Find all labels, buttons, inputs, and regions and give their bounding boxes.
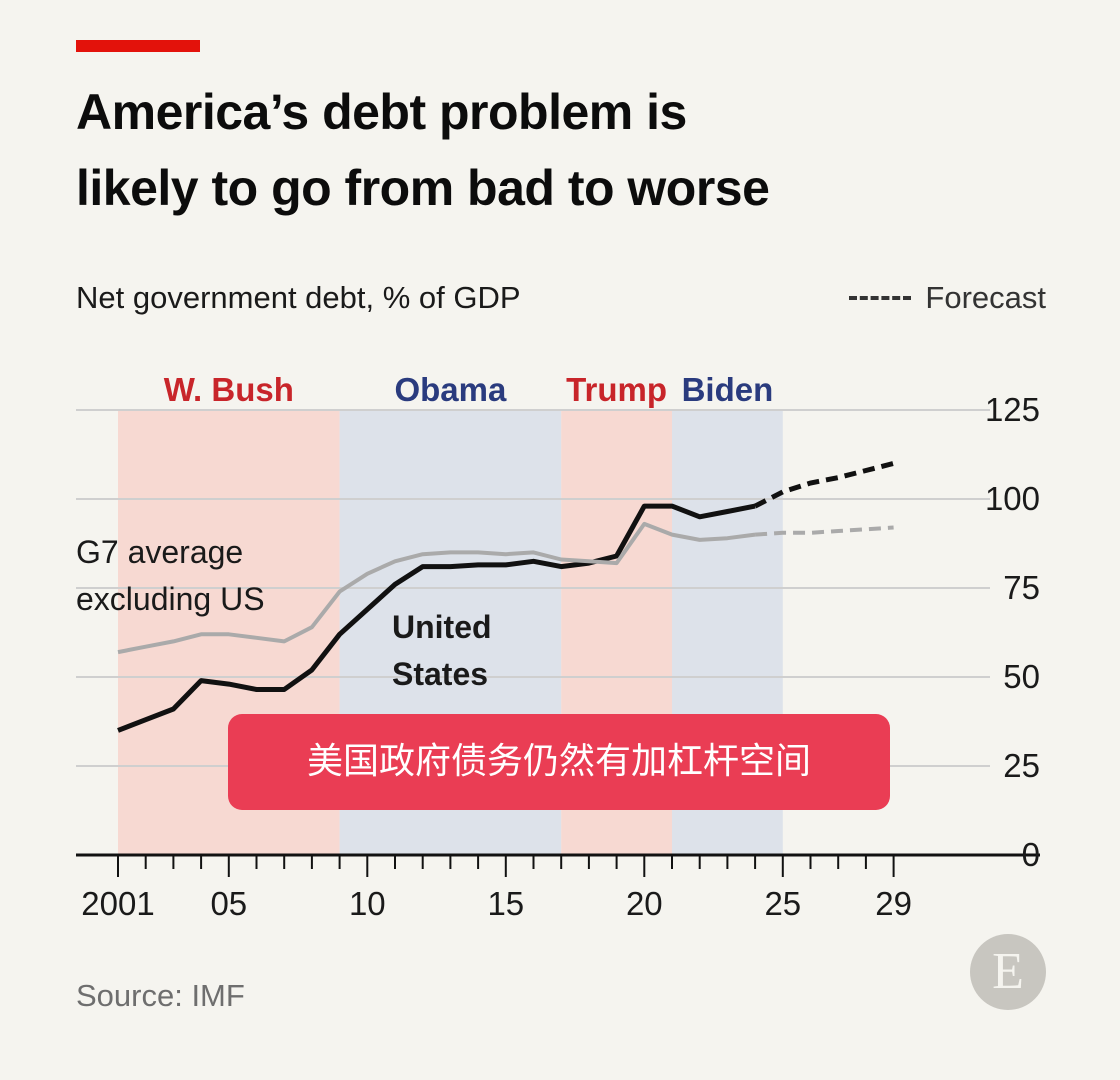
chart-subtitle: Net government debt, % of GDP bbox=[76, 280, 521, 315]
title-line-1: America’s debt problem is bbox=[76, 84, 687, 140]
period-label: Biden bbox=[682, 371, 774, 408]
economist-logo-icon: E bbox=[970, 934, 1046, 1010]
x-tick-label: 05 bbox=[210, 885, 247, 922]
legend-label: Forecast bbox=[925, 280, 1046, 315]
caption-overlay: 美国政府债务仍然有加杠杆空间 bbox=[228, 714, 890, 810]
period-label: W. Bush bbox=[164, 371, 294, 408]
y-tick-label: 125 bbox=[985, 391, 1040, 428]
period-label: Trump bbox=[566, 371, 667, 408]
us-series-label: States bbox=[392, 656, 488, 692]
g7-forecast-line bbox=[754, 525, 894, 537]
source-note: Source: IMF bbox=[76, 978, 245, 1013]
x-tick-label: 2001 bbox=[81, 885, 154, 922]
us-debt-line bbox=[117, 503, 756, 733]
x-tick-label: 29 bbox=[875, 885, 912, 922]
x-tick-label: 25 bbox=[764, 885, 801, 922]
x-tick-label: 15 bbox=[487, 885, 524, 922]
legend-dashed-line bbox=[849, 296, 912, 300]
us-forecast-line bbox=[753, 460, 895, 509]
x-tick-label: 10 bbox=[349, 885, 386, 922]
y-tick-label: 50 bbox=[1003, 658, 1040, 695]
g7-series-label: G7 average bbox=[76, 534, 243, 570]
y-tick-label: 100 bbox=[985, 480, 1040, 517]
accent-bar bbox=[76, 40, 200, 52]
g7-debt-line bbox=[117, 521, 756, 655]
y-tick-label: 25 bbox=[1003, 747, 1040, 784]
y-tick-label: 75 bbox=[1003, 569, 1040, 606]
us-series-label: United bbox=[392, 609, 492, 645]
chart-title: America’s debt problem is likely to go f… bbox=[76, 74, 976, 226]
forecast-legend: Forecast bbox=[849, 280, 1046, 316]
period-label: Obama bbox=[394, 371, 507, 408]
debt-chart: W. Bush Obama Trump Biden G7 average excludi… bbox=[76, 371, 1040, 922]
x-tick-label: 20 bbox=[626, 885, 663, 922]
title-line-2: likely to go from bad to worse bbox=[76, 160, 770, 216]
g7-series-label: excluding US bbox=[76, 581, 265, 617]
y-tick-label: 0 bbox=[1022, 836, 1040, 873]
